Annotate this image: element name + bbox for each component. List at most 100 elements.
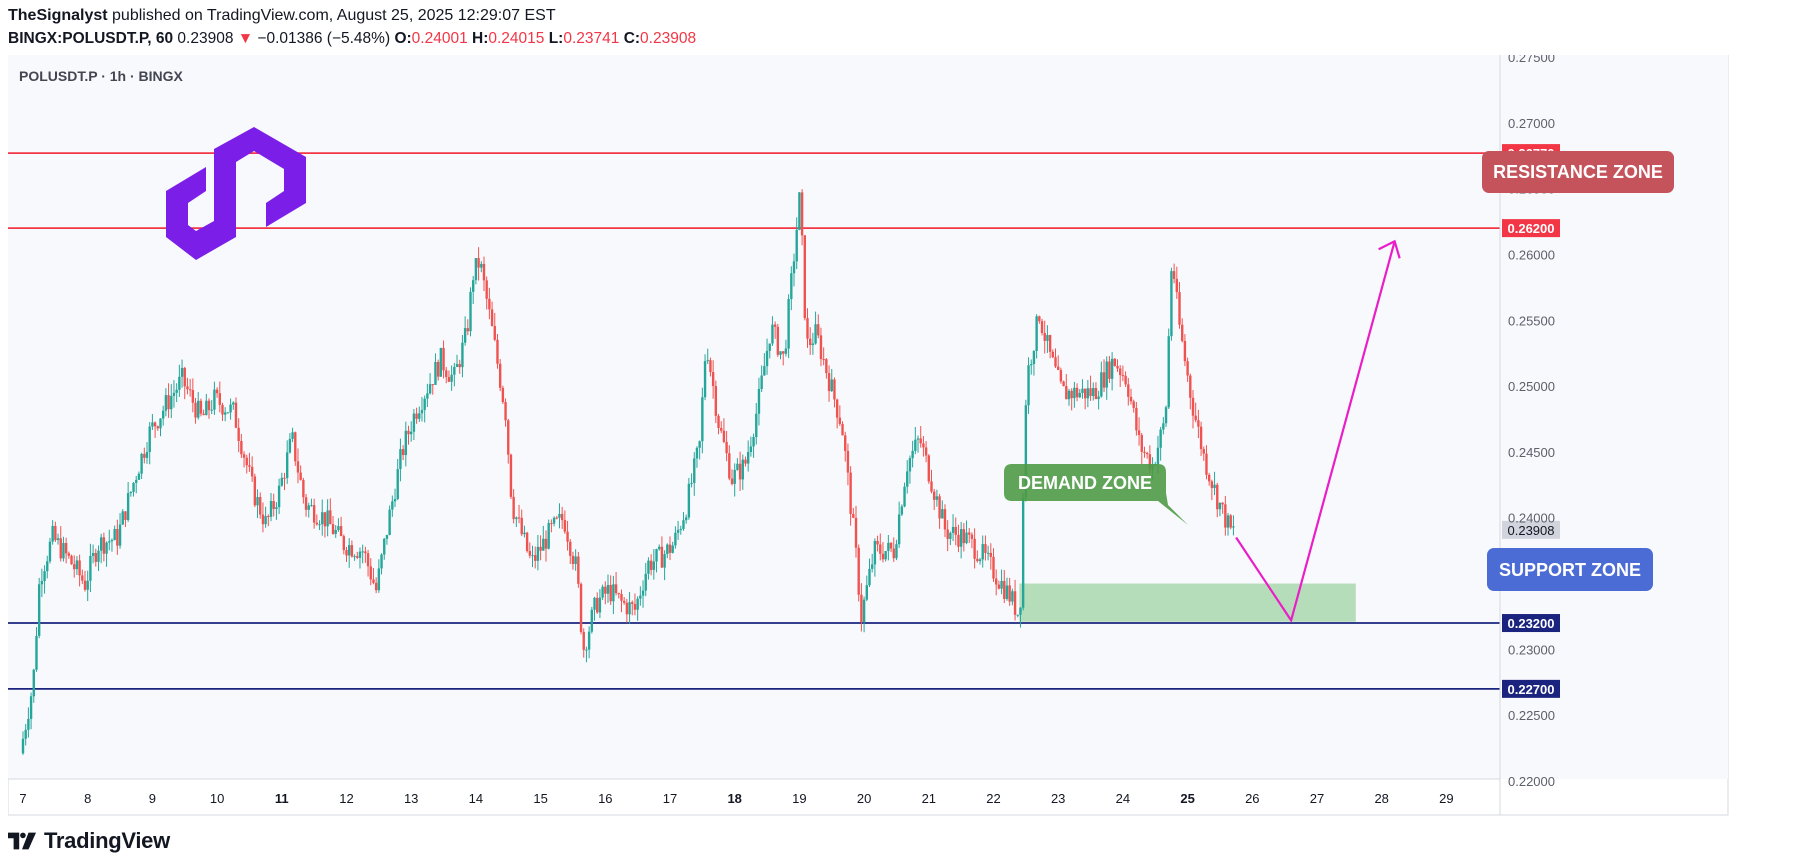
candle-body (954, 526, 957, 535)
support-level-tag (1502, 614, 1560, 633)
candle-body (941, 509, 944, 519)
candle-body (741, 459, 744, 480)
candle-body (285, 452, 289, 478)
candle-body (817, 324, 820, 336)
candle-body (949, 532, 952, 539)
candle-body (418, 413, 421, 419)
candle-body (1092, 388, 1095, 397)
candle-body (426, 393, 429, 399)
candle-body (628, 602, 631, 615)
candle-body (994, 578, 998, 585)
x-tick-label: 27 (1310, 791, 1324, 806)
last-price: 0.23908 (177, 30, 234, 47)
candle-body (644, 573, 647, 591)
candle-body (1083, 388, 1087, 399)
candle-body (1135, 407, 1138, 431)
candle-body (151, 422, 154, 427)
candle-body (347, 545, 351, 556)
candle-body (37, 584, 41, 636)
candle-body (1024, 405, 1028, 498)
candle-body (170, 395, 173, 410)
candle-body (803, 235, 806, 319)
candle-body (544, 538, 548, 549)
candle-body (620, 593, 623, 601)
candle-body (531, 555, 534, 557)
candle-body (698, 441, 701, 448)
candle-body (679, 528, 682, 530)
candle-body (1194, 415, 1197, 421)
candle-body (323, 512, 327, 527)
candle-body (188, 389, 192, 391)
candle-body (639, 595, 642, 599)
candle-body (547, 523, 550, 549)
publish-info: TheSignalyst published on TradingView.co… (8, 6, 556, 26)
candle-body (1229, 515, 1232, 528)
y-tick-label: 0.27500 (1508, 55, 1555, 65)
y-tick-label: 0.24000 (1508, 511, 1555, 526)
candle-body (1005, 585, 1009, 599)
candle-body (410, 431, 413, 435)
candle-body (916, 438, 920, 440)
candle-body (145, 452, 149, 458)
candle-body (393, 499, 397, 502)
resistance-zone-label: RESISTANCE ZONE (1482, 151, 1674, 193)
candle-body (1046, 335, 1049, 341)
candle-body (943, 509, 947, 530)
candle-body (294, 432, 297, 462)
candle-body (1191, 397, 1195, 416)
candle-body (428, 384, 432, 394)
candle-body (647, 560, 650, 574)
candle-body (466, 328, 470, 332)
candle-body (959, 529, 963, 547)
author-name[interactable]: TheSignalyst (8, 7, 108, 24)
projection-arrow[interactable] (1235, 241, 1396, 624)
candle-body (560, 513, 564, 521)
candle-body (46, 561, 49, 572)
y-tick-label: 0.22000 (1508, 774, 1555, 789)
candle-body (666, 544, 669, 555)
candle-body (1051, 351, 1055, 358)
candle-body (579, 583, 583, 632)
candle-body (59, 538, 62, 559)
candle-body (1183, 340, 1187, 362)
candle-body (1013, 591, 1017, 615)
ohlc-legend: BINGX:POLUSDT.P, 60 0.23908 ▼ −0.01386 (… (8, 29, 696, 49)
candle-body (930, 481, 933, 492)
low-value: 0.23741 (563, 30, 620, 47)
candle-body (1070, 390, 1073, 399)
candle-body (1035, 316, 1038, 351)
candle-body (1164, 407, 1168, 424)
footer-brand[interactable]: TradingView (8, 826, 170, 856)
candle-body (986, 552, 990, 554)
candle-body (485, 280, 488, 299)
high-label: H: (472, 30, 489, 47)
candle-body (852, 513, 855, 518)
candle-body (205, 400, 208, 416)
demand-zone-rect[interactable] (1019, 583, 1356, 622)
candle-body (965, 532, 968, 544)
polygon-logo-icon (166, 127, 306, 260)
candle-body (835, 399, 839, 418)
candle-body (663, 554, 666, 568)
candle-body (1199, 426, 1203, 450)
candle-body (808, 338, 812, 346)
candle-body (957, 534, 960, 547)
candle-body (617, 593, 620, 595)
candle-body (798, 192, 801, 230)
candle-body (528, 551, 532, 556)
candle-body (593, 597, 596, 610)
candle-body (1105, 361, 1108, 388)
candle-body (574, 556, 577, 565)
candle-body (784, 348, 788, 354)
candle-body (1100, 372, 1103, 397)
candle-body (415, 413, 418, 419)
candle-body (1113, 358, 1117, 366)
candle-body (213, 389, 216, 410)
candle-body (873, 540, 877, 565)
candle-body (1003, 580, 1006, 599)
x-tick-label: 10 (210, 791, 224, 806)
candle-body (542, 538, 545, 551)
candle-body (601, 586, 604, 598)
